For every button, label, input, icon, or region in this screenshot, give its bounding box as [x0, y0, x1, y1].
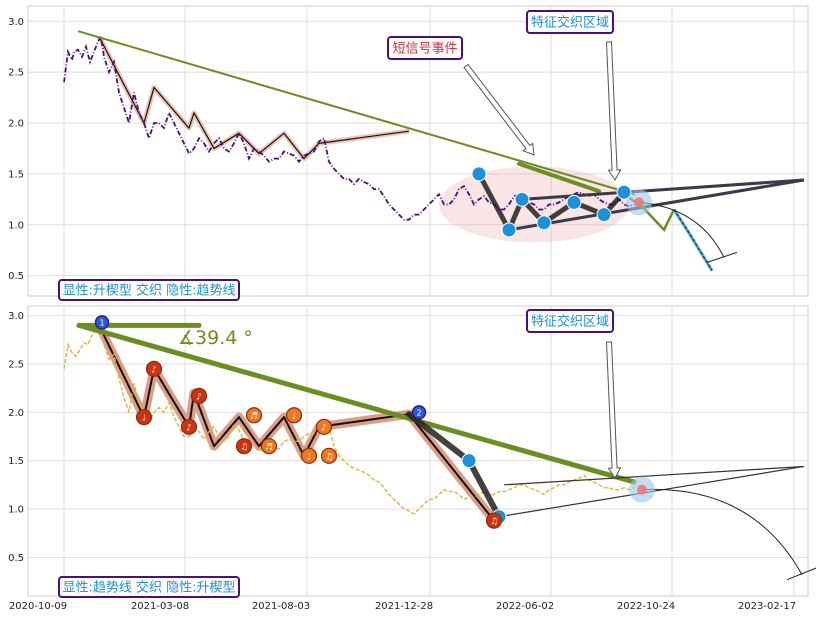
y-tick-label: 0.5 — [8, 553, 24, 564]
price-series — [63, 329, 635, 515]
note-glyph: ♩ — [142, 414, 146, 424]
note-marker — [180, 418, 198, 435]
note-marker — [245, 407, 263, 424]
pattern-caption-box — [58, 576, 240, 598]
note-marker — [315, 418, 333, 435]
note-glyph: ♫ — [490, 517, 498, 527]
pattern-connector — [476, 171, 512, 233]
note-marker — [190, 387, 208, 404]
pattern-point — [471, 166, 487, 182]
zone-label: 特征交织区域 — [531, 15, 609, 31]
pattern-point — [566, 194, 582, 210]
signal-event-label-box — [387, 36, 463, 60]
forecast-blue-dash — [673, 209, 713, 271]
pattern-connector — [406, 411, 472, 464]
y-tick-label: 0.5 — [8, 271, 24, 282]
pattern-point — [616, 184, 632, 200]
y-tick-label: 2.5 — [8, 68, 24, 79]
y-tick-label: 2.0 — [8, 408, 24, 419]
pattern-caption: 显性:升楔型 交织 隐性:趋势线 — [62, 283, 235, 299]
y-tick-label: 1.0 — [8, 220, 24, 231]
highlight-point — [634, 197, 644, 208]
price-series — [63, 33, 635, 221]
note-glyph: ♪ — [196, 392, 202, 402]
note-glyph: ♫ — [325, 452, 333, 462]
pattern-point — [461, 453, 477, 469]
note-glyph: ♩ — [292, 412, 296, 422]
x-tick-label: 2022-10-24 — [617, 601, 675, 612]
zigzag-line — [98, 36, 410, 160]
trendline — [517, 161, 601, 194]
y-tick-label: 3.0 — [8, 17, 24, 28]
note-glyph: ♪ — [186, 423, 192, 433]
plot-frame — [27, 305, 809, 597]
pattern-point — [514, 191, 530, 207]
signal-event-label: 短信号事件 — [392, 42, 457, 57]
note-marker — [235, 438, 253, 455]
zone-arrow — [605, 41, 622, 181]
zone-arrow — [605, 341, 622, 479]
y-tick-label: 2.5 — [8, 360, 24, 371]
note-glyph: ♪ — [151, 365, 157, 375]
note-marker — [285, 407, 303, 424]
note-marker — [485, 512, 503, 529]
projection-arc — [641, 488, 803, 575]
note-marker — [135, 409, 153, 426]
pattern-connector — [466, 457, 502, 520]
zone-label-box — [526, 309, 614, 333]
note-marker — [320, 447, 338, 464]
pattern-caption: 显性:趋势线 交织 隐性:升楔型 — [62, 580, 235, 596]
numbered-marker-label: 1 — [99, 318, 104, 327]
pattern-point — [536, 215, 552, 231]
y-tick-label: 1.0 — [8, 505, 24, 516]
y-tick-label: 1.5 — [8, 456, 24, 467]
pattern-caption-box — [58, 279, 240, 301]
y-tick-label: 2.0 — [8, 119, 24, 130]
x-axis: 2020-10-09 2021-03-08 2021-08-03 2021-12-28… — [9, 601, 796, 612]
projection-tick — [706, 251, 738, 263]
note-glyph: ♫ — [240, 443, 248, 453]
pattern-point — [501, 222, 517, 238]
zone-label-box — [526, 10, 614, 34]
wedge-line — [521, 178, 805, 201]
trendline — [78, 30, 635, 196]
note-marker — [300, 447, 318, 464]
y-tick-label: 1.5 — [8, 169, 24, 180]
trendline — [76, 322, 637, 485]
note-glyph: ♪ — [321, 423, 327, 433]
note-marker — [260, 438, 278, 455]
note-glyph: ♬ — [250, 412, 258, 422]
x-tick-label: 2021-12-28 — [375, 601, 433, 612]
signal-arrow — [463, 63, 535, 156]
numbered-marker-label: 2 — [416, 408, 421, 417]
highlight-point — [637, 484, 647, 495]
zone-label: 特征交织区域 — [531, 314, 609, 330]
x-tick-label: 2021-08-03 — [252, 601, 310, 612]
wedge-line — [503, 465, 805, 486]
note-glyph: ♩ — [307, 452, 311, 462]
x-tick-label: 2020-10-09 — [9, 601, 67, 612]
x-tick-label: 2021-03-08 — [131, 601, 189, 612]
numbered-marker — [94, 315, 110, 330]
x-tick-label: 2022-06-02 — [496, 601, 554, 612]
projection-tick — [786, 567, 816, 581]
note-glyph: ♬ — [265, 443, 273, 453]
numbered-marker — [411, 405, 427, 420]
pattern-point — [596, 207, 612, 223]
x-tick-label: 2023-02-17 — [738, 601, 796, 612]
note-marker — [145, 360, 163, 377]
y-tick-label: 3.0 — [8, 311, 24, 322]
angle-label: ∡39.4 ° — [178, 327, 253, 349]
bottom-panel: 0.5 1.0 1.5 2.0 2.5 3.0 ♩ ♪ ♪ ♪ ♫ ♬ ♬ ♩ ♩ ♪ ♫ ♫ 1 2 ∡39.4 ° 特… — [8, 305, 816, 598]
